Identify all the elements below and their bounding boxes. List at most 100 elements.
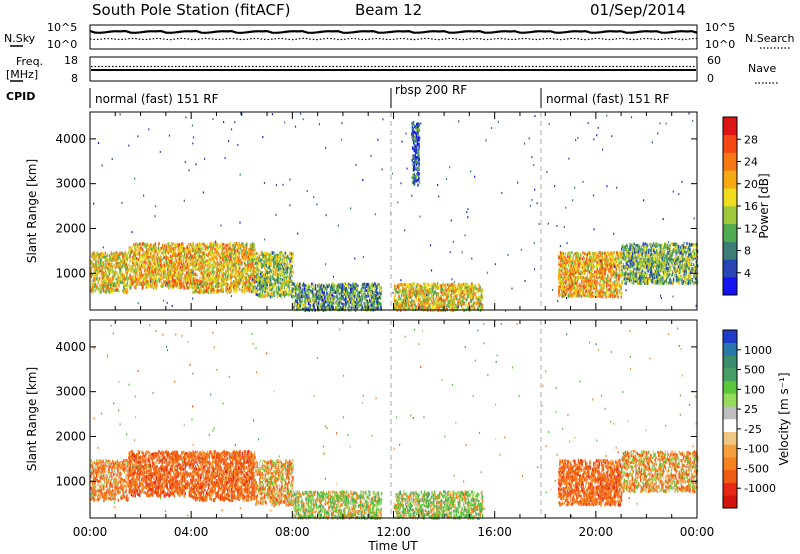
data-cell: [187, 286, 189, 290]
data-cell: [271, 259, 273, 263]
data-cell: [242, 245, 244, 249]
data-cell: [169, 260, 171, 264]
data-cell: [205, 270, 207, 274]
data-cell: [209, 285, 212, 289]
data-cell: [256, 257, 258, 261]
data-cell: [148, 271, 150, 275]
data-cell: [261, 258, 263, 262]
data-cell: [257, 261, 260, 265]
data-cell: [170, 281, 173, 285]
data-cell: [180, 254, 183, 258]
data-cell: [128, 277, 130, 281]
data-cell: [287, 263, 289, 267]
data-cell: [123, 259, 126, 263]
cpid-label: CPID: [6, 90, 35, 103]
data-cell: [165, 261, 168, 264]
data-cell: [210, 246, 212, 250]
data-cell: [368, 289, 370, 293]
data-cell: [95, 273, 97, 277]
data-cell: [106, 283, 108, 287]
data-cell: [221, 270, 223, 274]
data-cell: [233, 289, 236, 293]
data-cell: [167, 242, 169, 245]
data-cell: [288, 276, 290, 280]
data-cell: [351, 302, 353, 306]
data-cell: [288, 259, 291, 263]
data-cell: [151, 254, 153, 258]
data-cell: [407, 303, 409, 307]
data-cell: [182, 262, 184, 266]
data-cell: [159, 263, 162, 267]
data-cell: [377, 297, 379, 301]
data-cell: [224, 246, 226, 250]
data-cell: [377, 293, 380, 297]
data-cell: [229, 242, 231, 245]
data-cell: [330, 296, 333, 300]
data-cell: [357, 284, 359, 288]
data-cell: [236, 274, 238, 278]
data-cell: [363, 293, 366, 297]
data-cell: [316, 302, 318, 306]
data-cell: [357, 297, 360, 301]
data-cell: [111, 289, 114, 293]
data-cell: [182, 257, 184, 261]
data-cell: [108, 279, 110, 283]
data-cell: [173, 253, 175, 257]
data-cell: [399, 307, 401, 311]
data-cell: [242, 289, 244, 292]
data-cell: [345, 294, 348, 298]
data-cell: [263, 274, 265, 278]
data-cell: [236, 279, 238, 282]
data-cell: [116, 271, 119, 275]
data-cell: [285, 290, 287, 294]
data-cell: [228, 289, 230, 293]
data-cell: [143, 262, 145, 266]
data-cell: [283, 278, 286, 282]
data-cell: [164, 263, 166, 267]
data-cell: [265, 280, 268, 283]
data-cell: [241, 285, 244, 289]
data-cell: [124, 265, 126, 269]
data-cell: [201, 256, 204, 260]
data-cell: [148, 263, 150, 267]
data-cell: [188, 258, 190, 262]
data-cell: [130, 265, 133, 269]
data-cell: [232, 243, 234, 247]
data-cell: [204, 281, 206, 285]
data-cell: [195, 283, 197, 287]
data-cell: [175, 259, 178, 263]
data-cell: [179, 249, 182, 253]
data-cell: [170, 249, 173, 253]
data-cell: [210, 277, 213, 281]
data-cell: [129, 274, 131, 278]
data-cell: [297, 302, 300, 306]
data-cell: [363, 283, 366, 287]
data-cell: [96, 271, 98, 275]
data-cell: [232, 266, 234, 270]
data-cell: [122, 289, 124, 293]
data-cell: [191, 286, 194, 290]
data-cell: [168, 266, 171, 270]
data-cell: [104, 269, 107, 273]
data-cell: [212, 267, 215, 271]
data-cell: [226, 274, 229, 278]
data-cell: [300, 291, 302, 295]
data-cell: [235, 258, 237, 262]
data-cell: [349, 301, 352, 304]
data-cell: [260, 278, 262, 282]
data-cell: [291, 254, 294, 257]
data-cell: [196, 278, 198, 282]
data-cell: [154, 260, 156, 264]
nsearch-series: [89, 37, 698, 41]
data-cell: [375, 297, 377, 301]
data-cell: [181, 283, 183, 286]
data-cell: [171, 269, 174, 272]
data-cell: [175, 282, 177, 286]
data-cell: [189, 273, 192, 276]
data-cell: [229, 286, 231, 290]
data-cell: [150, 251, 152, 255]
data-cell: [208, 282, 210, 286]
data-cell: [161, 270, 164, 274]
data-cell: [212, 288, 215, 291]
data-cell: [259, 291, 261, 295]
